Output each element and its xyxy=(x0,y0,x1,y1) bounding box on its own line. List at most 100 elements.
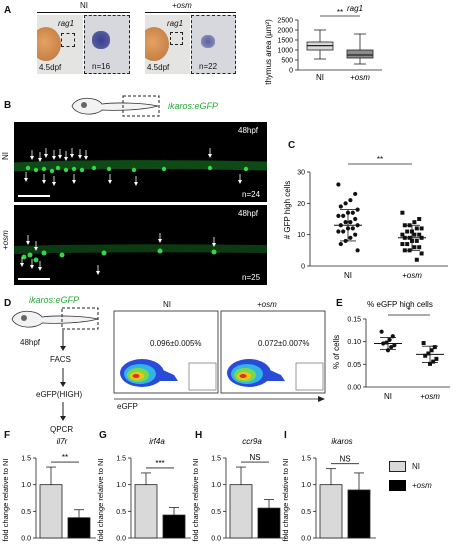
flow-title-osm: +osm xyxy=(257,300,277,309)
data-point-ni xyxy=(355,207,360,212)
n-label-a-osm: n=22 xyxy=(199,62,218,71)
panel-label-a: A xyxy=(4,5,12,16)
y-tick-label: 1.5 xyxy=(211,456,221,463)
bar-osm xyxy=(162,514,186,539)
gene-label-ni: rag1 xyxy=(58,19,75,28)
arrow-down-icon xyxy=(60,416,66,421)
y-tick-label: 0.0 xyxy=(211,536,221,543)
thymus-area-boxplot: rag1 thymus area (µm²) 0 500 1000 1500 2000 2… xyxy=(264,4,382,85)
panel-label-d: D xyxy=(4,298,12,309)
legend-label-ni: NI xyxy=(412,462,420,471)
chart-title: ccr9a xyxy=(242,437,262,446)
transgene-label-b: ikaros:eGFP xyxy=(168,101,219,111)
data-point-osm xyxy=(412,232,417,237)
y-tick-label: 0.10 xyxy=(347,339,361,346)
gfp-cell xyxy=(106,166,112,172)
gfp-cell xyxy=(49,168,55,174)
gfp-cell xyxy=(27,252,33,258)
data-point-ni xyxy=(353,191,358,197)
gfp-cell xyxy=(59,252,65,258)
arrow-head-icon xyxy=(30,265,34,269)
chart-title: ikaros xyxy=(331,437,352,446)
fluorescence-image-ni: 48hpf n=24 xyxy=(14,122,267,202)
boxplot-ylabel: thymus area (µm²) xyxy=(264,19,273,85)
y-tick-label: 0.00 xyxy=(347,385,361,392)
data-point-osm xyxy=(417,232,422,237)
data-point-ni xyxy=(338,204,343,209)
data-point-osm xyxy=(421,341,426,346)
flow-xlabel: eGFP xyxy=(117,402,138,411)
data-point-ni xyxy=(348,198,353,203)
imaging-region-box xyxy=(122,95,160,117)
workflow-step-qpcr: QPCR xyxy=(50,425,74,434)
gfp-high-gate-osm xyxy=(295,362,324,391)
y-tick-label: 1.0 xyxy=(301,482,311,489)
y-tick-label: 0 xyxy=(289,68,293,75)
data-point-ni xyxy=(350,210,355,215)
data-point-ni xyxy=(355,248,360,253)
gfp-cell xyxy=(71,166,77,172)
age-label-osm: 4.5dpf xyxy=(147,63,170,72)
condition-ni-line xyxy=(37,12,130,13)
significance-label: ** xyxy=(62,453,68,462)
gfp-cell xyxy=(41,166,47,172)
y-tick-label: 0.5 xyxy=(211,509,221,516)
data-point-osm xyxy=(414,238,419,243)
condition-osm-label: +osm xyxy=(172,1,192,10)
thymus-zoom-osm: n=22 xyxy=(191,15,236,74)
arrow-head-icon xyxy=(58,155,62,159)
y-tick-label: 0.0 xyxy=(21,536,31,543)
gfp-cell xyxy=(63,167,69,173)
chart-title: irf4a xyxy=(149,437,165,446)
scatter-e-title: % eGFP high cells xyxy=(367,300,433,309)
y-tick-label: 0.5 xyxy=(301,509,311,516)
scatter-c-ylabel: # GFP high cells xyxy=(283,181,292,240)
gfp-cell xyxy=(41,250,47,256)
n-label-b-ni: n=24 xyxy=(242,190,261,199)
bar-ni xyxy=(39,484,63,539)
time-label-b-osm: 48hpf xyxy=(238,209,259,218)
y-tick-label: 1.0 xyxy=(21,482,31,489)
flow-density-osm xyxy=(227,359,324,391)
gene-label-osm: rag1 xyxy=(167,19,184,28)
arrow-head-icon xyxy=(20,263,24,267)
y-tick-label: 30 xyxy=(297,170,305,177)
bar-ni xyxy=(229,484,253,539)
data-point-ni xyxy=(336,182,341,187)
arrow-head-icon xyxy=(108,180,112,184)
data-point-ni xyxy=(341,229,346,234)
data-point-osm xyxy=(414,257,419,262)
significance-label: *** xyxy=(155,459,164,468)
fluorescence-image-osm: 48hpf n=25 xyxy=(14,205,267,285)
gfp-cell xyxy=(33,257,39,263)
dorsal-aorta-glow xyxy=(14,244,267,254)
data-point-ni xyxy=(392,343,397,348)
data-point-osm xyxy=(400,242,405,247)
data-point-osm xyxy=(414,226,419,231)
data-point-osm xyxy=(426,351,431,356)
qpcr-barchart-irf4a: irf4a fold change relative to NI 0.0 0.5 1.0… xyxy=(96,437,191,543)
arrow-head-icon xyxy=(64,157,68,161)
larva-eye-osm xyxy=(145,27,169,61)
arrow-head-icon xyxy=(34,247,38,251)
zoom-box-ni xyxy=(61,33,75,47)
panel-label-b: B xyxy=(4,100,12,111)
arrow-head-icon xyxy=(70,154,74,158)
x-tick-label: +osm xyxy=(402,271,422,280)
data-point-ni xyxy=(343,201,348,206)
flow-cytometry-plots xyxy=(113,310,326,402)
y-axis-label: fold change relative to NI xyxy=(281,459,290,542)
legend-swatch-osm xyxy=(389,480,406,491)
y-tick-label: 1.0 xyxy=(116,482,126,489)
x-tick-label: +osm xyxy=(350,73,370,82)
data-point-osm xyxy=(405,229,410,234)
data-point-ni xyxy=(338,241,343,247)
y-tick-label: 10 xyxy=(297,232,305,239)
scale-bar-ni xyxy=(18,195,50,197)
workflow-step-sort: eGFP(HIGH) xyxy=(36,390,83,399)
arrow-head-icon xyxy=(38,267,42,271)
condition-ni-label: NI xyxy=(80,1,88,10)
x-tick-label: +osm xyxy=(420,392,440,401)
data-point-osm xyxy=(428,361,432,366)
data-point-osm xyxy=(400,232,405,237)
